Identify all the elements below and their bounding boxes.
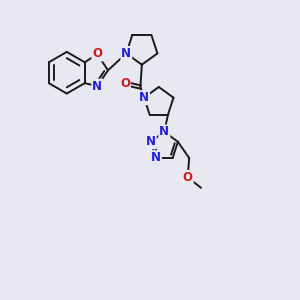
Text: N: N (139, 91, 149, 104)
Text: N: N (159, 125, 169, 138)
Text: O: O (120, 77, 130, 90)
Text: O: O (183, 171, 193, 184)
Text: N: N (151, 151, 161, 164)
Text: O: O (92, 47, 102, 61)
Text: N: N (92, 80, 102, 93)
Text: N: N (121, 47, 131, 60)
Text: N: N (146, 135, 156, 148)
